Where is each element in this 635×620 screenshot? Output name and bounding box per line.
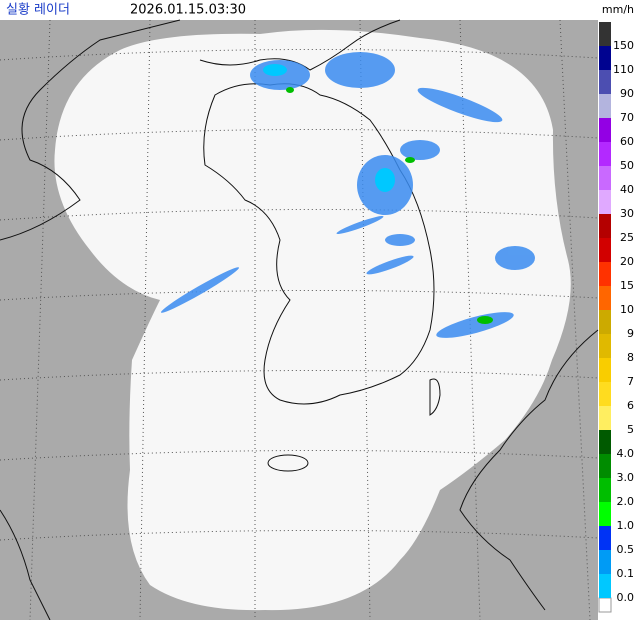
legend-swatch [599, 118, 611, 142]
legend-label: 30 [620, 207, 634, 220]
legend-swatch [599, 334, 611, 358]
legend-swatch [599, 46, 611, 70]
legend: 150 110 90 70 60 50 40 30 25 20 15 10 9 8 7 6 5 4.0 3.0 2.0… [598, 22, 635, 613]
map [0, 19, 599, 620]
legend-label: 90 [620, 87, 634, 100]
legend-label: 10 [620, 303, 634, 316]
legend-swatch [599, 430, 611, 454]
title: 실황 레이더 [6, 3, 70, 18]
legend-label: 110 [613, 63, 634, 76]
legend-swatch [599, 142, 611, 166]
legend-label: 2.0 [617, 495, 635, 508]
legend-swatch [599, 358, 611, 382]
legend-zero-band [598, 597, 612, 613]
legend-swatch [599, 70, 611, 94]
legend-swatch [599, 310, 611, 334]
legend-label: 0.0 [617, 591, 635, 604]
timestamp: 2026.01.15.03:30 [130, 3, 246, 18]
rain-echo [160, 52, 535, 338]
legend-label: 3.0 [617, 471, 635, 484]
legend-swatch [599, 382, 611, 406]
legend-swatch [599, 454, 611, 478]
legend-label: 20 [620, 255, 634, 268]
legend-label: 25 [620, 231, 634, 244]
legend-label: 8 [627, 351, 634, 364]
legend-label: 0.5 [617, 543, 635, 556]
legend-swatch [599, 478, 611, 502]
legend-swatch [599, 574, 611, 598]
legend-label: 150 [613, 39, 634, 52]
graticule [0, 19, 599, 620]
legend-swatch [599, 214, 611, 238]
legend-label: 60 [620, 135, 634, 148]
legend-swatch [599, 262, 611, 286]
legend-label: 50 [620, 159, 634, 172]
legend-swatch [599, 166, 611, 190]
legend-label: 0.1 [617, 567, 635, 580]
legend-label: 15 [620, 279, 634, 292]
legend-label: 9 [627, 327, 634, 340]
legend-label: 40 [620, 183, 634, 196]
coastline [0, 19, 599, 620]
legend-label: 6 [627, 399, 634, 412]
legend-label: 5 [627, 423, 634, 436]
legend-label: 7 [627, 375, 634, 388]
legend-swatch [599, 526, 611, 550]
legend-swatch [599, 502, 611, 526]
legend-swatch [599, 238, 611, 262]
legend-swatch [599, 22, 611, 46]
legend-swatch [599, 550, 611, 574]
radar-coverage [54, 29, 571, 611]
legend-label: 4.0 [617, 447, 635, 460]
legend-swatch [599, 286, 611, 310]
legend-label: 1.0 [617, 519, 635, 532]
legend-swatch [599, 190, 611, 214]
rain-moderate [286, 87, 493, 324]
legend-unit: mm/h [602, 3, 634, 16]
legend-swatch [599, 94, 611, 118]
legend-swatch [599, 406, 611, 430]
legend-label: 70 [620, 111, 634, 124]
rain-light [263, 64, 395, 192]
